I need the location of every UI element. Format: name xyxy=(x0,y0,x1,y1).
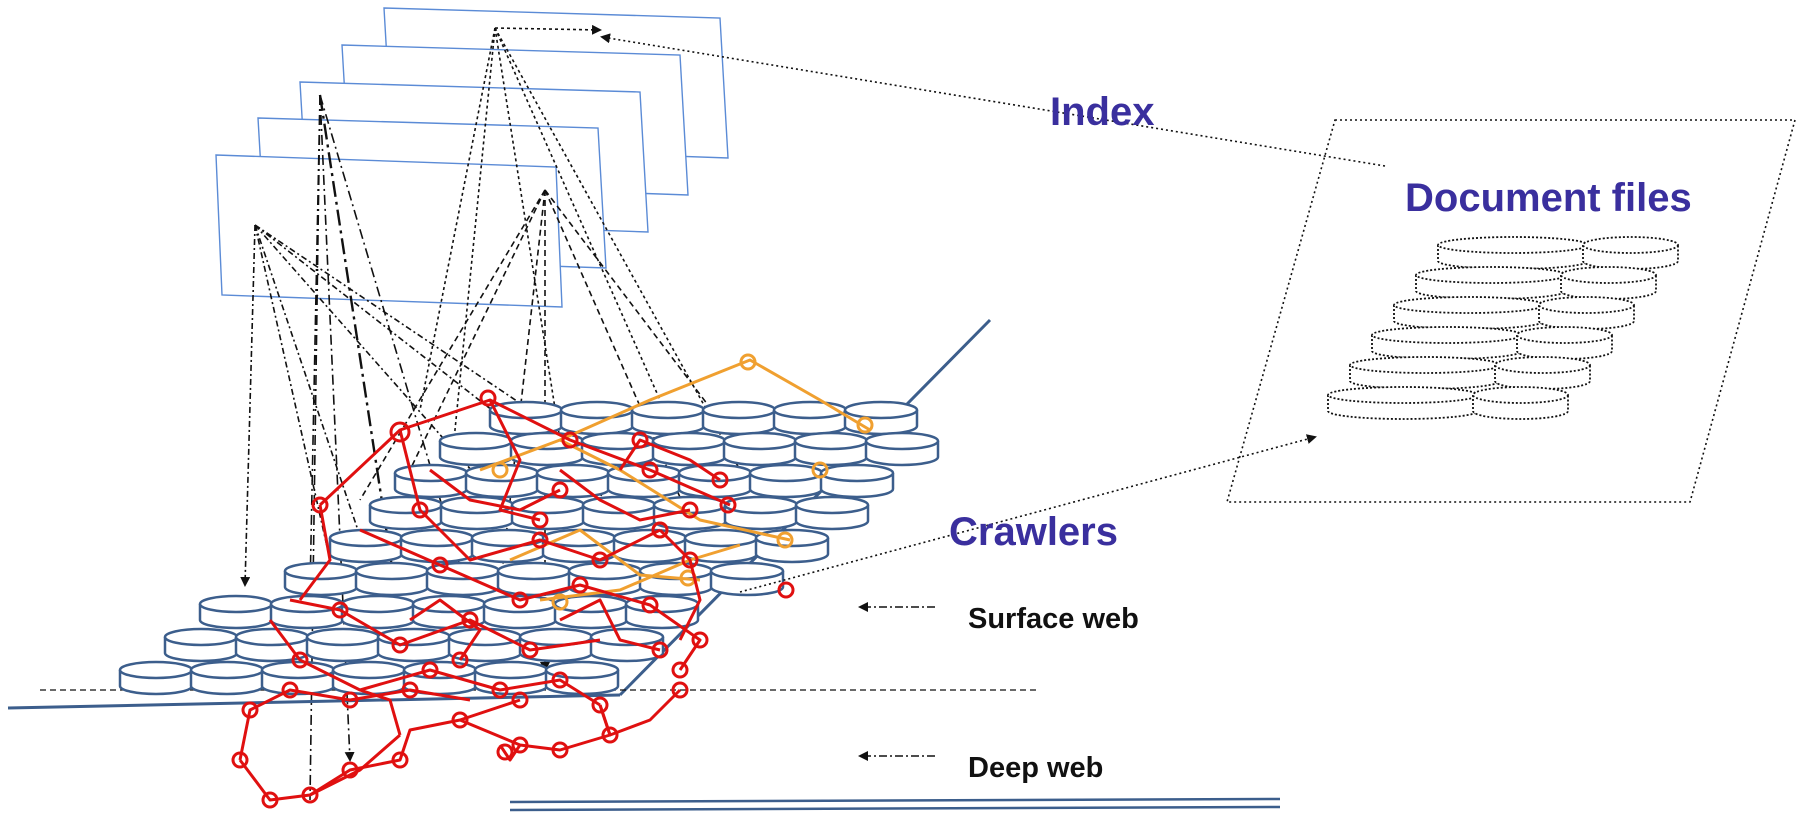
bottom-ground-lines xyxy=(509,797,1281,812)
web-server-cylinder xyxy=(368,495,444,531)
web-server-cylinder xyxy=(482,594,558,630)
web-server-cylinder xyxy=(544,660,620,696)
index-page-stack xyxy=(215,7,729,308)
document-disk-stack xyxy=(1327,236,1679,420)
document-disk xyxy=(1415,266,1567,300)
web-server-cylinder xyxy=(283,561,359,597)
web-server-cylinder xyxy=(630,400,706,436)
web-server-cylinder xyxy=(402,660,478,696)
document-disk xyxy=(1327,386,1479,420)
web-server-cylinder xyxy=(843,400,919,436)
web-server-cylinder xyxy=(722,431,798,467)
web-server-cylinder xyxy=(447,627,523,663)
index-label: Index xyxy=(1050,90,1154,134)
web-server-cylinder xyxy=(496,561,572,597)
crawlers-to-documents-line xyxy=(739,434,1317,593)
web-server-cylinder xyxy=(354,561,430,597)
web-server-cylinder xyxy=(509,431,585,467)
web-server-cylinder xyxy=(260,660,336,696)
document-disk xyxy=(1516,326,1613,360)
document-disk xyxy=(1393,296,1545,330)
web-server-cylinder xyxy=(198,594,274,630)
index-to-documents-line xyxy=(600,33,1386,167)
web-server-cylinder xyxy=(772,400,848,436)
document-disk xyxy=(1494,356,1591,390)
web-server-cylinder xyxy=(651,431,727,467)
web-server-cylinder xyxy=(118,660,194,696)
web-server-cylinder xyxy=(438,431,514,467)
deep-web-label: Deep web xyxy=(968,752,1103,784)
web-server-cylinder xyxy=(464,463,540,499)
web-server-cylinder xyxy=(581,495,657,531)
document-disk xyxy=(1538,296,1635,330)
web-server-cylinder xyxy=(794,495,870,531)
crawler-paths-orange xyxy=(479,353,874,611)
web-server-cylinder xyxy=(793,431,869,467)
web-server-cylinder xyxy=(331,660,407,696)
web-server-cylinder xyxy=(748,463,824,499)
document-disk xyxy=(1371,326,1523,360)
web-server-cylinder xyxy=(425,561,501,597)
index-page xyxy=(215,154,563,308)
document-disk xyxy=(1472,386,1569,420)
web-server-cylinder xyxy=(340,594,416,630)
web-server-cylinder xyxy=(328,528,404,564)
web-server-cylinder xyxy=(305,627,381,663)
web-server-cylinder xyxy=(709,561,785,597)
document-disk xyxy=(1560,266,1657,300)
web-server-cylinder xyxy=(819,463,895,499)
web-server-cylinder xyxy=(723,495,799,531)
web-server-cylinder xyxy=(864,431,940,467)
crawlers-label: Crawlers xyxy=(949,510,1118,554)
web-server-cylinder xyxy=(376,627,452,663)
document-files-label: Document files xyxy=(1405,176,1692,220)
document-disk xyxy=(1437,236,1589,270)
document-files-panel xyxy=(1225,119,1797,503)
web-server-cylinder xyxy=(589,627,665,663)
web-server-cylinder xyxy=(163,627,239,663)
document-disk xyxy=(1582,236,1679,270)
document-disk xyxy=(1349,356,1501,390)
web-server-cylinder xyxy=(189,660,265,696)
surface-web-label: Surface web xyxy=(968,603,1139,635)
web-server-cylinder xyxy=(510,495,586,531)
web-server-cylinder xyxy=(677,463,753,499)
document-files-plane xyxy=(1225,119,1797,503)
web-server-cylinder xyxy=(701,400,777,436)
crawler-paths-red xyxy=(231,389,795,809)
web-server-cylinder xyxy=(559,400,635,436)
